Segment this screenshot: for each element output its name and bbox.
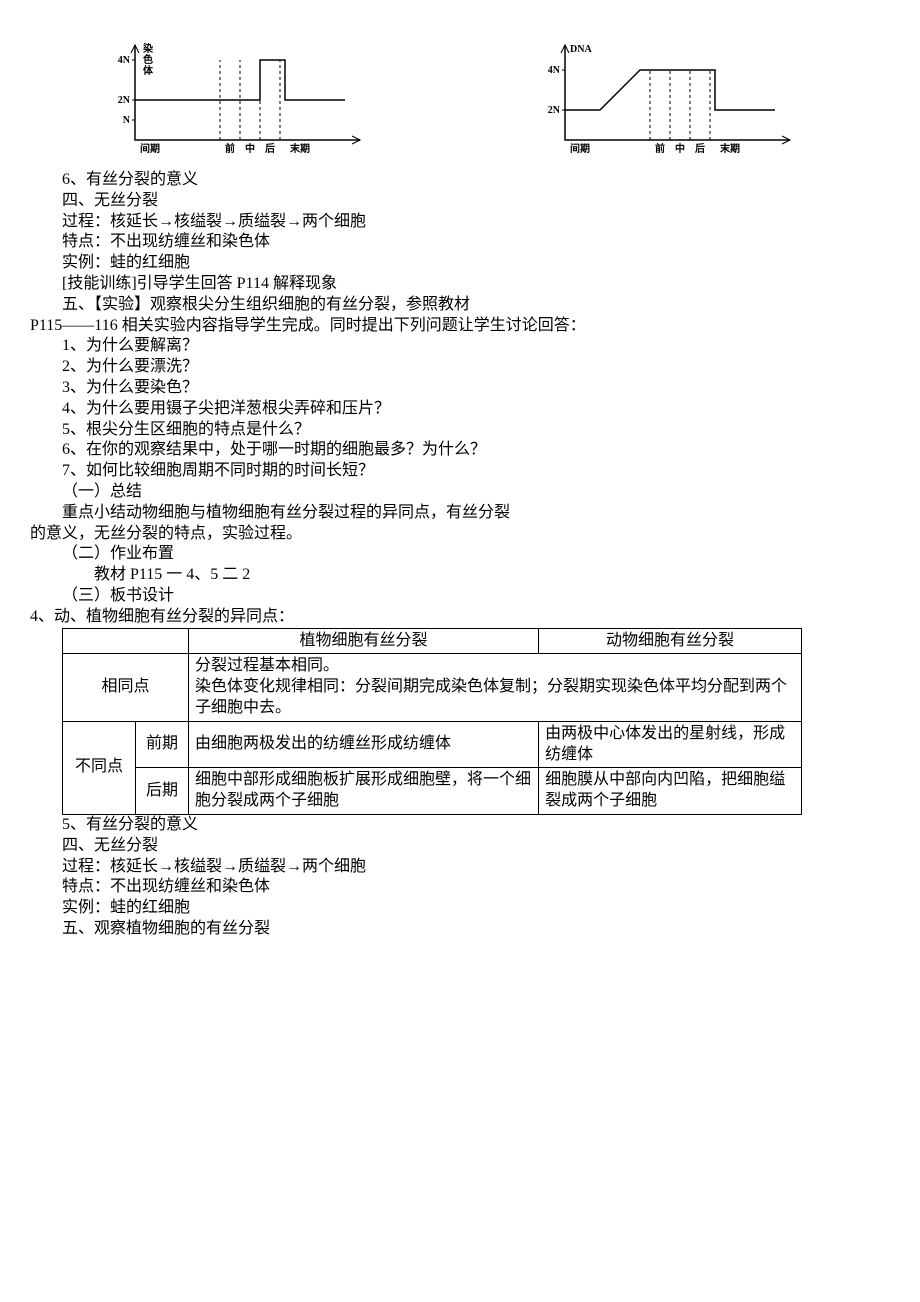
homework-heading: （二）作业布置	[30, 544, 890, 565]
svg-text:末期: 末期	[290, 142, 310, 155]
line-6: 6、有丝分裂的意义	[30, 170, 890, 191]
chromosome-chart: 4N 2N N 染色体间期 前中后 末期	[115, 40, 375, 160]
cell-back-animal: 细胞膜从中部向内凹陷，把细胞缢裂成两个子细胞	[539, 768, 802, 815]
table-row: 后期 细胞中部形成细胞板扩展形成细胞壁，将一个细胞分裂成两个子细胞 细胞膜从中部…	[63, 768, 802, 815]
summary-body-a: 重点小结动物细胞与植物细胞有丝分裂过程的异同点，有丝分裂	[30, 503, 890, 524]
feature-line: 特点：不出现纺缠丝和染色体	[30, 232, 890, 253]
svg-text:色: 色	[143, 53, 153, 66]
question-6: 6、在你的观察结果中，处于哪一时期的细胞最多？为什么？	[30, 440, 890, 461]
svg-text:后: 后	[695, 142, 705, 155]
svg-text:DNA: DNA	[570, 44, 592, 55]
comparison-table: 植物细胞有丝分裂 动物细胞有丝分裂 相同点 分裂过程基本相同。 染色体变化规律相…	[62, 628, 802, 815]
svg-text:4N: 4N	[548, 65, 561, 76]
cell-front-label: 前期	[136, 721, 189, 768]
process-line-b: 过程：核延长→核缢裂→质缢裂→两个细胞	[30, 857, 890, 878]
dna-chart: 4N 2N DNA 间期 前中后 末期	[545, 40, 805, 160]
cell-same-content: 分裂过程基本相同。 染色体变化规律相同：分裂间期完成染色体复制；分裂期实现染色体…	[189, 654, 802, 721]
charts-row: 4N2NN染色体间期前中后末期 4N2NDNA间期前中后末期	[30, 40, 890, 160]
same-line2: 染色体变化规律相同：分裂间期完成染色体复制；分裂期实现染色体平均分配到两个子细胞…	[195, 678, 787, 716]
homework-body: 教材 P115 一 4、5 二 2	[30, 565, 890, 586]
heading-5b: 五、观察植物细胞的有丝分裂	[30, 919, 890, 940]
svg-text:2N: 2N	[548, 105, 561, 116]
table-row: 不同点 前期 由细胞两极发出的纺缠丝形成纺缠体 由两极中心体发出的星射线，形成纺…	[63, 721, 802, 768]
heading-4: 四、无丝分裂	[30, 191, 890, 212]
question-1: 1、为什么要解离？	[30, 336, 890, 357]
heading-4b: 四、无丝分裂	[30, 836, 890, 857]
question-2: 2、为什么要漂洗？	[30, 357, 890, 378]
svg-text:间期: 间期	[570, 142, 590, 155]
board-heading: （三）板书设计	[30, 586, 890, 607]
cell-back-label: 后期	[136, 768, 189, 815]
svg-text:中: 中	[245, 142, 255, 155]
experiment-intro-b: P115——116 相关实验内容指导学生完成。同时提出下列问题让学生讨论回答：	[30, 316, 890, 337]
svg-text:前: 前	[225, 142, 235, 155]
cell-back-plant: 细胞中部形成细胞板扩展形成细胞壁，将一个细胞分裂成两个子细胞	[189, 768, 539, 815]
svg-text:间期: 间期	[140, 142, 160, 155]
example-line: 实例：蛙的红细胞	[30, 253, 890, 274]
svg-text:末期: 末期	[720, 142, 740, 155]
header-plant: 植物细胞有丝分裂	[189, 628, 539, 654]
experiment-intro-a: 五、【实验】观察根尖分生组织细胞的有丝分裂，参照教材	[30, 295, 890, 316]
same-line1: 分裂过程基本相同。	[195, 657, 339, 674]
cell-same-label: 相同点	[63, 654, 189, 721]
example-line-b: 实例：蛙的红细胞	[30, 898, 890, 919]
header-empty	[63, 628, 189, 654]
question-7: 7、如何比较细胞周期不同时期的时间长短？	[30, 461, 890, 482]
question-5: 5、根尖分生区细胞的特点是什么？	[30, 420, 890, 441]
question-3: 3、为什么要染色？	[30, 378, 890, 399]
svg-text:体: 体	[143, 64, 154, 77]
line-5b: 5、有丝分裂的意义	[30, 815, 890, 836]
svg-text:4N: 4N	[118, 55, 131, 66]
question-4: 4、为什么要用镊子尖把洋葱根尖弄碎和压片？	[30, 399, 890, 420]
header-animal: 动物细胞有丝分裂	[539, 628, 802, 654]
summary-body-b: 的意义，无丝分裂的特点，实验过程。	[30, 524, 890, 545]
svg-text:前: 前	[655, 142, 665, 155]
svg-text:中: 中	[675, 142, 685, 155]
svg-text:N: N	[123, 115, 131, 126]
process-line: 过程：核延长→核缢裂→质缢裂→两个细胞	[30, 212, 890, 233]
cell-diff-label: 不同点	[63, 721, 136, 814]
cell-front-plant: 由细胞两极发出的纺缠丝形成纺缠体	[189, 721, 539, 768]
svg-text:2N: 2N	[118, 95, 131, 106]
svg-text:后: 后	[265, 142, 275, 155]
skill-training: [技能训练]引导学生回答 P114 解释现象	[30, 274, 890, 295]
svg-text:染: 染	[142, 42, 154, 55]
feature-line-b: 特点：不出现纺缠丝和染色体	[30, 877, 890, 898]
table-header-row: 植物细胞有丝分裂 动物细胞有丝分裂	[63, 628, 802, 654]
summary-heading: （一）总结	[30, 482, 890, 503]
cell-front-animal: 由两极中心体发出的星射线，形成纺缠体	[539, 721, 802, 768]
table-title: 4、动、植物细胞有丝分裂的异同点：	[30, 607, 890, 628]
table-row: 相同点 分裂过程基本相同。 染色体变化规律相同：分裂间期完成染色体复制；分裂期实…	[63, 654, 802, 721]
